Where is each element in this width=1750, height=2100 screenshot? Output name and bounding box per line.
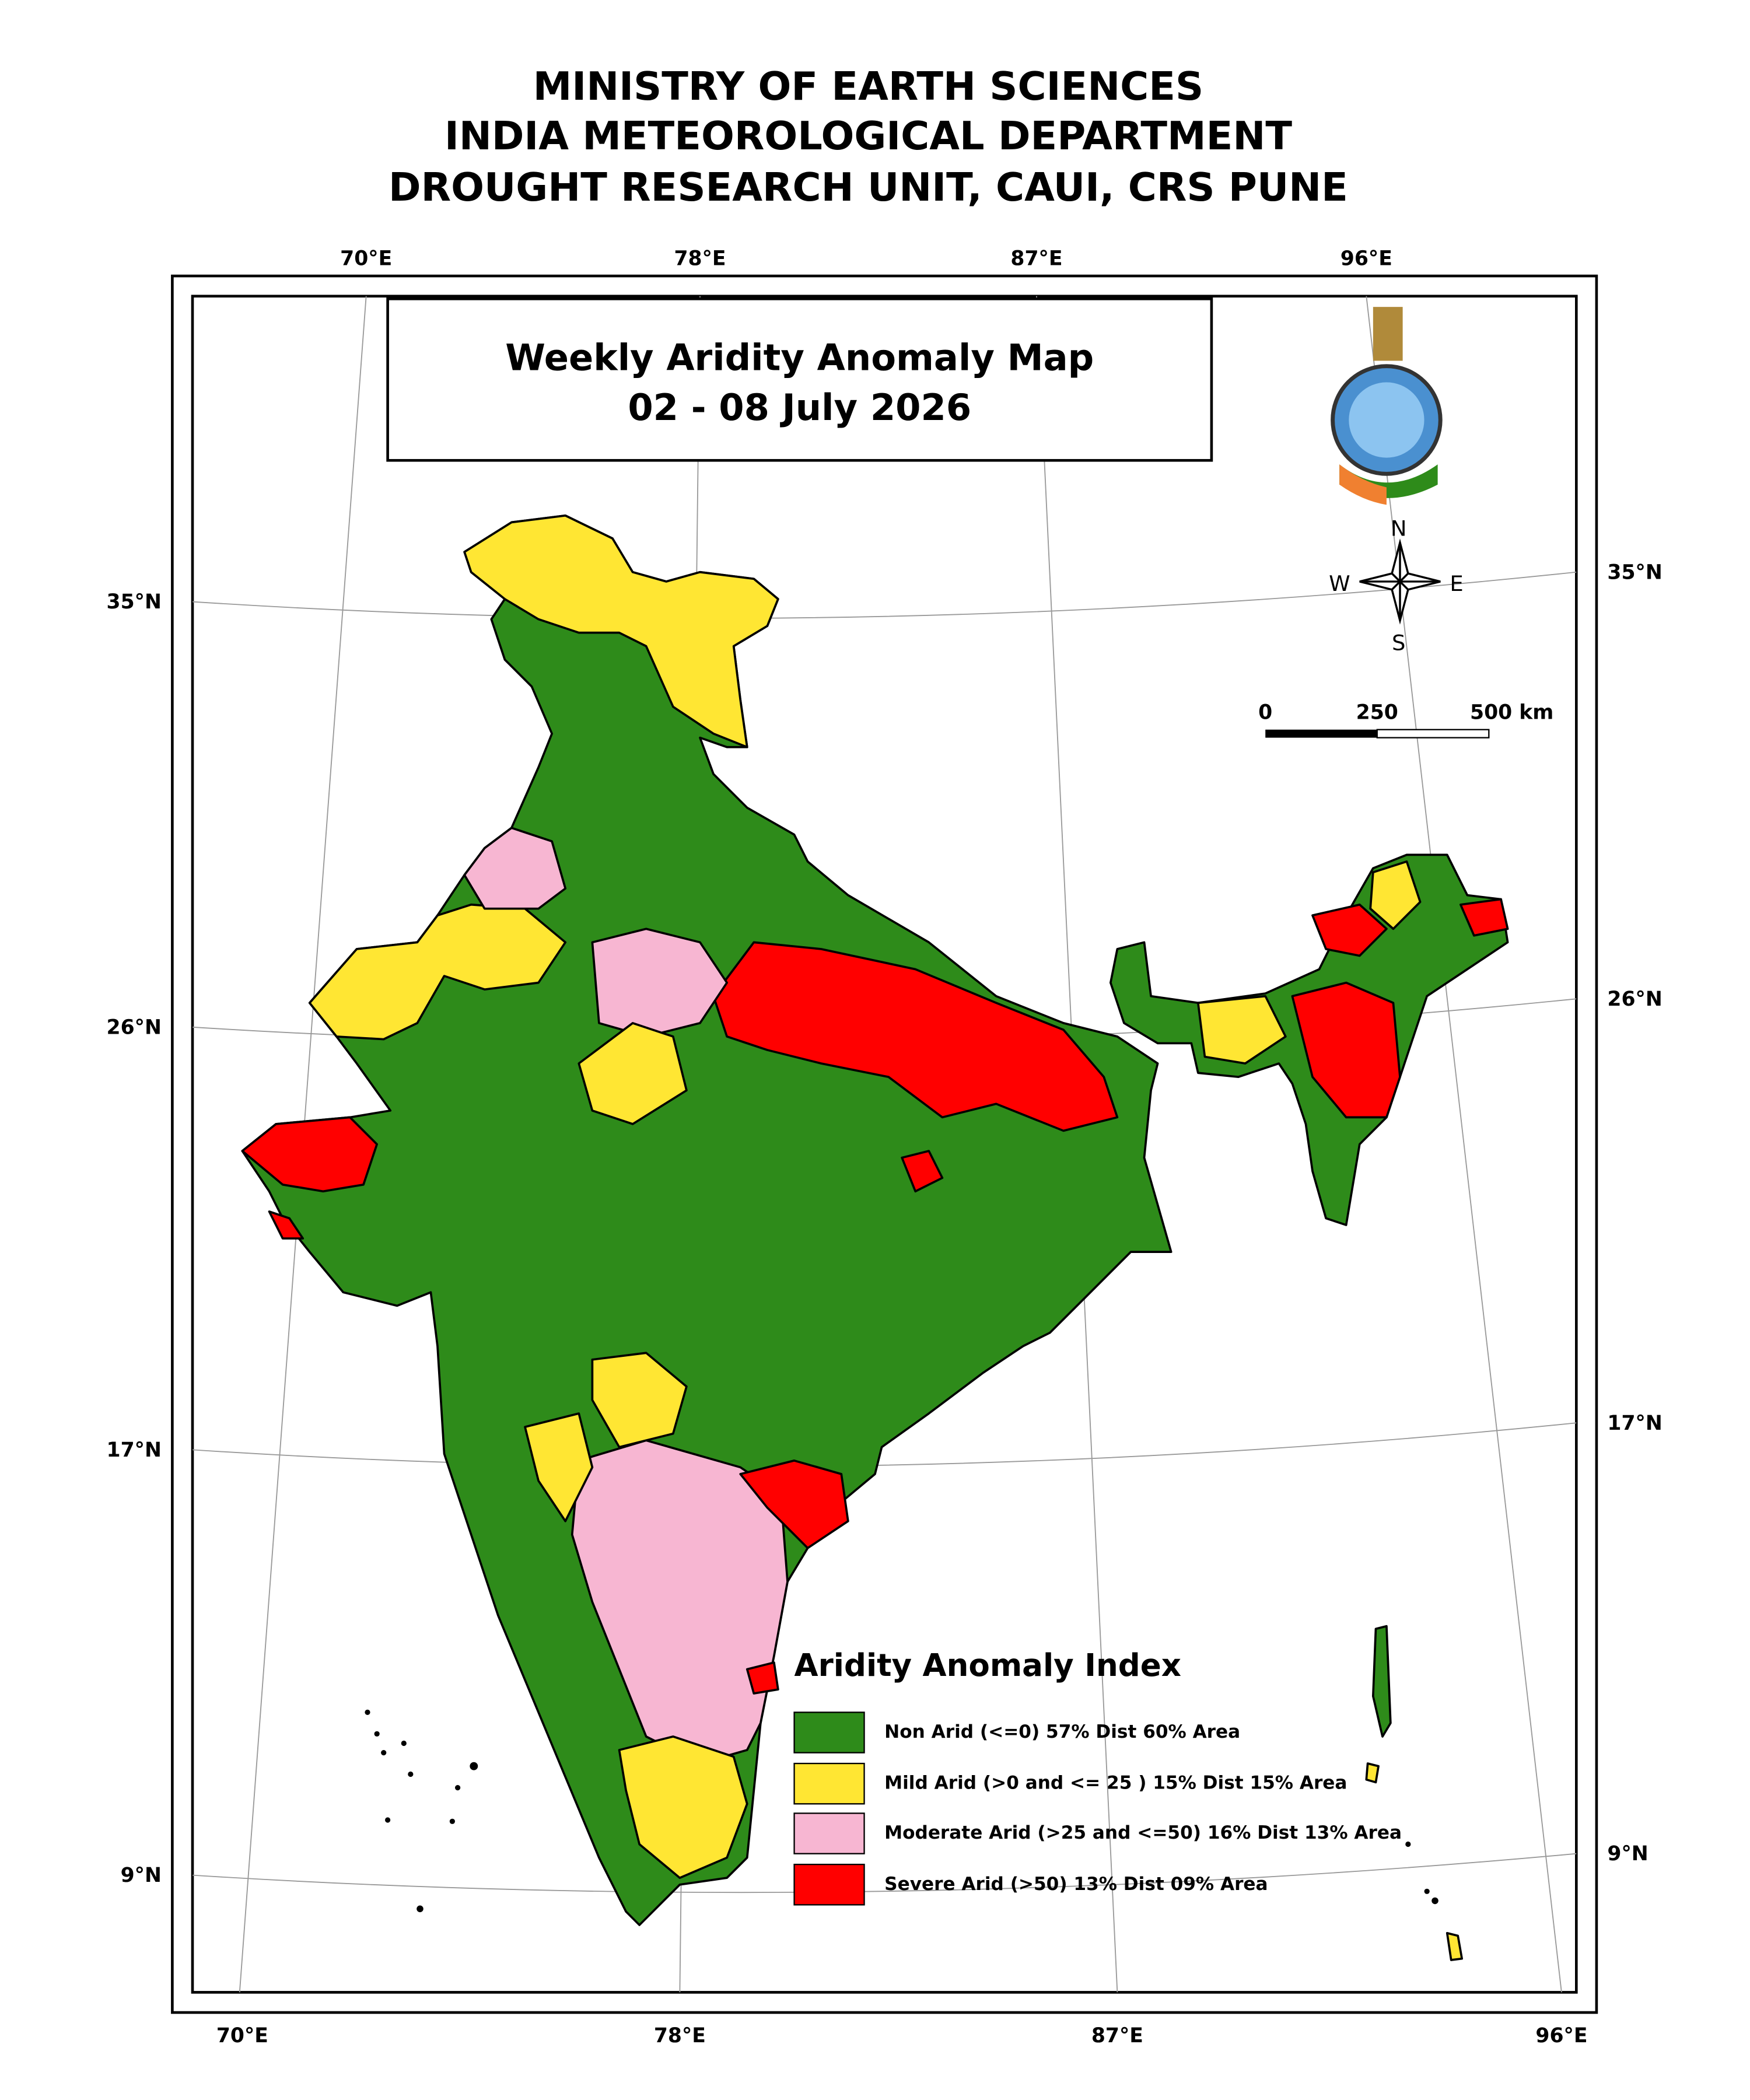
region <box>739 1460 849 1549</box>
region <box>1460 898 1509 937</box>
lat-label: 35°N <box>106 590 161 614</box>
compass-s: S <box>1392 631 1405 656</box>
outer-frame <box>171 274 1598 2014</box>
lat-label: 26°N <box>1607 988 1662 1011</box>
compass-w: W <box>1329 571 1350 596</box>
scale-bar: 0 250 500 km <box>1258 701 1553 738</box>
region <box>1365 1762 1380 1784</box>
title-box <box>386 297 1213 462</box>
region <box>1369 860 1422 930</box>
map-subtitle: 02 - 08 July 2026 <box>628 386 971 429</box>
region <box>901 1150 944 1193</box>
region <box>591 1352 688 1448</box>
region <box>578 1021 688 1125</box>
legend-swatch <box>793 1863 865 1906</box>
lat-label: 35°N <box>1607 561 1662 584</box>
lon-label: 70°E <box>216 2024 268 2048</box>
region <box>591 928 728 1038</box>
inner-frame <box>191 295 1578 1994</box>
legend-swatch <box>793 1712 865 1754</box>
lon-label: 96°E <box>1535 2024 1587 2048</box>
map-title: Weekly Aridity Anomaly Map <box>505 337 1094 379</box>
legend-items: Non Arid (<=0) 57% Dist 60% Area Mild Ari… <box>793 1712 1402 1906</box>
islands <box>365 1709 1438 1913</box>
region <box>524 1412 594 1522</box>
region <box>1311 903 1388 957</box>
region <box>268 1210 304 1240</box>
lon-label: 70°E <box>340 247 392 271</box>
lat-label: 26°N <box>106 1016 161 1039</box>
coordinate-labels: 70°E 78°E 87°E 96°E 70°E 78°E 87°E 96°E … <box>106 247 1662 2048</box>
scale-label: 250 <box>1356 701 1398 724</box>
legend-swatch <box>793 1762 865 1805</box>
legend-swatch <box>793 1812 865 1854</box>
header-line: MINISTRY OF EARTH SCIENCES <box>533 64 1203 109</box>
lon-label: 78°E <box>654 2024 706 2048</box>
region <box>1372 1625 1392 1738</box>
lon-label: 96°E <box>1340 247 1392 271</box>
legend-title: Aridity Anomaly Index <box>794 1647 1181 1684</box>
legend-label: Severe Arid (>50) 13% Dist 09% Area <box>884 1874 1268 1895</box>
legend-label: Non Arid (<=0) 57% Dist 60% Area <box>884 1721 1240 1742</box>
region <box>1446 1931 1463 1961</box>
lat-label: 17°N <box>106 1438 161 1462</box>
emblem <box>1331 307 1443 505</box>
region <box>241 1116 378 1193</box>
region <box>463 514 779 748</box>
lon-label: 87°E <box>1010 247 1062 271</box>
compass-n: N <box>1391 516 1407 541</box>
header-line: DROUGHT RESEARCH UNIT, CAUI, CRS PUNE <box>388 164 1348 210</box>
region <box>618 1735 748 1880</box>
lat-label: 17°N <box>1607 1412 1662 1435</box>
legend-label: Moderate Arid (>25 and <=50) 16% Dist 13… <box>884 1822 1402 1843</box>
lat-label: 9°N <box>1607 1842 1648 1866</box>
scale-label: 500 km <box>1470 701 1553 724</box>
legend-label: Mild Arid (>0 and <= 25 ) 15% Dist 15% A… <box>884 1773 1347 1794</box>
region <box>1197 995 1287 1065</box>
region <box>308 903 567 1041</box>
legend: Aridity Anomaly Index Non Arid (<=0) 57%… <box>793 1647 1402 1906</box>
region <box>1291 981 1401 1119</box>
scale-label: 0 <box>1258 701 1272 724</box>
lon-label: 87°E <box>1091 2024 1143 2048</box>
region <box>463 827 567 910</box>
lon-label: 78°E <box>674 247 726 271</box>
india-map <box>241 514 1509 1961</box>
compass: N S E W <box>1329 516 1464 655</box>
region <box>712 941 1119 1132</box>
region <box>746 1661 779 1695</box>
header-line: INDIA METEOROLOGICAL DEPARTMENT <box>444 113 1292 159</box>
compass-e: E <box>1450 571 1463 596</box>
lat-label: 9°N <box>121 1864 162 1887</box>
